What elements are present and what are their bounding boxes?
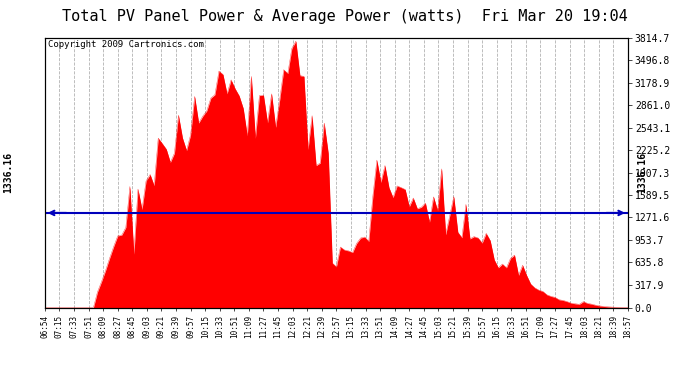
Text: 1336.16: 1336.16 xyxy=(637,152,647,193)
Text: 1336.16: 1336.16 xyxy=(3,152,13,193)
Text: Copyright 2009 Cartronics.com: Copyright 2009 Cartronics.com xyxy=(48,40,204,49)
Text: Total PV Panel Power & Average Power (watts)  Fri Mar 20 19:04: Total PV Panel Power & Average Power (wa… xyxy=(62,9,628,24)
